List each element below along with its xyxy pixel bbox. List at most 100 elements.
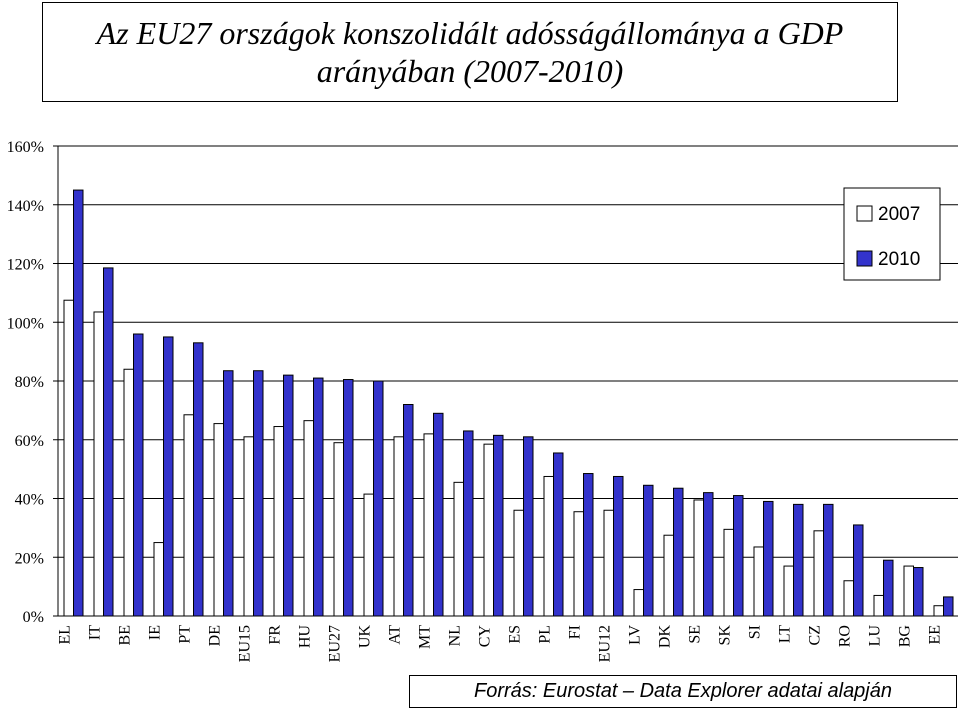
legend-label-2007: 2007 — [878, 204, 920, 225]
bar-2007-dk — [663, 534, 674, 617]
bar-2007-es — [513, 509, 524, 617]
x-tick-label-uk: UK — [357, 625, 374, 649]
bar-2007-cy — [483, 443, 494, 617]
axes — [53, 145, 958, 617]
bar-2010-es — [523, 436, 534, 617]
x-tick-label-cy: CY — [477, 625, 494, 648]
bar-2010-pt — [193, 342, 204, 617]
bar-2010-lv — [643, 484, 654, 617]
bar-2007-ro — [843, 580, 854, 617]
x-tick-label-lu: LU — [867, 625, 884, 647]
x-tick-label-ie: IE — [147, 625, 164, 640]
x-tick-label-bg: BG — [897, 625, 914, 648]
x-tick-label-sk: SK — [717, 625, 734, 646]
bar-2010-ie — [163, 336, 174, 617]
bar-2010-mt — [433, 412, 444, 617]
legend-swatch-2010 — [856, 250, 873, 267]
bar-2007-lu — [873, 594, 884, 617]
x-tick-label-nl: NL — [447, 625, 464, 646]
bar-2010-at — [403, 404, 414, 617]
bar-2010-bg — [913, 567, 924, 617]
bar-2010-lt — [793, 503, 804, 617]
bar-2010-fi — [583, 473, 594, 617]
x-tick-label-se: SE — [687, 625, 704, 644]
y-tick-label: 100% — [7, 315, 44, 332]
bar-2007-fr — [273, 426, 284, 617]
bar-2010-uk — [373, 380, 384, 617]
x-tick-label-cz: CZ — [807, 625, 824, 645]
bar-2007-se — [693, 499, 704, 617]
bar-2010-eu12 — [613, 475, 624, 617]
y-tick-label: 140% — [7, 198, 44, 215]
bar-2010-hu — [313, 377, 324, 617]
x-tick-label-mt: MT — [417, 625, 434, 649]
bar-2007-eu15 — [243, 436, 254, 617]
bar-2007-mt — [423, 433, 434, 617]
bar-2007-pl — [543, 475, 554, 617]
bar-2007-de — [213, 423, 224, 617]
bar-2007-be — [123, 368, 134, 617]
bar-2007-uk — [363, 493, 374, 617]
x-tick-label-eu12: EU12 — [597, 625, 614, 662]
bar-2010-se — [703, 492, 714, 617]
bar-2007-ee — [933, 605, 944, 617]
bar-2010-ee — [943, 596, 954, 617]
bar-2010-eu15 — [253, 370, 264, 617]
legend: 2007 2010 — [843, 187, 941, 281]
x-tick-label-el: EL — [57, 625, 74, 645]
bars — [63, 189, 954, 617]
bar-2010-de — [223, 370, 234, 617]
bar-2007-sk — [723, 528, 734, 617]
legend-label-2010: 2010 — [878, 249, 920, 270]
bar-2010-fr — [283, 374, 294, 617]
x-tick-label-de: DE — [207, 625, 224, 646]
chart-title-line-1: Az EU27 országok konszolidált adósságáll… — [96, 15, 844, 51]
bar-2010-be — [133, 333, 144, 617]
x-tick-labels: EL IT BE IE PT DE EU15 FR HU EU27 UK AT MT NL CY ES PL FI… — [57, 625, 944, 663]
bar-2007-at — [393, 436, 404, 617]
bar-2010-dk — [673, 487, 684, 617]
y-tick-label: 40% — [15, 492, 44, 509]
bar-2007-el — [63, 299, 74, 617]
x-tick-label-lt: LT — [777, 625, 794, 643]
y-tick-label: 60% — [15, 433, 44, 450]
y-tick-label: 80% — [15, 374, 44, 391]
y-tick-labels: 0% 20% 40% 60% 80% 100% 120% 140% 160% — [7, 139, 44, 626]
x-tick-label-fr: FR — [267, 625, 284, 645]
bar-2010-ro — [853, 524, 864, 617]
x-tick-label-be: BE — [117, 625, 134, 645]
bar-2007-it — [93, 311, 104, 617]
bar-2007-lt — [783, 565, 794, 617]
x-tick-label-dk: DK — [657, 625, 674, 649]
bar-2007-eu27 — [333, 442, 344, 617]
bar-2007-si — [753, 546, 764, 617]
x-tick-label-pl: PL — [537, 625, 554, 644]
x-tick-label-ee: EE — [927, 625, 944, 645]
bar-2010-el — [73, 189, 84, 617]
x-tick-label-ro: RO — [837, 625, 854, 647]
y-tick-label: 160% — [7, 139, 44, 156]
bar-2010-pl — [553, 452, 564, 617]
bar-2007-hu — [303, 420, 314, 617]
bar-2010-si — [763, 500, 774, 617]
bar-2010-cy — [493, 434, 504, 617]
bar-2007-pt — [183, 414, 194, 617]
bar-2010-eu27 — [343, 379, 354, 617]
bar-2007-fi — [573, 511, 584, 617]
bar-2007-eu12 — [603, 509, 614, 617]
chart-title-box: Az EU27 országok konszolidált adósságáll… — [42, 2, 898, 102]
x-tick-label-it: IT — [87, 625, 104, 640]
bar-2007-nl — [453, 481, 464, 617]
legend-swatch-2007 — [856, 205, 873, 222]
bar-2010-nl — [463, 430, 474, 617]
bar-2010-sk — [733, 495, 744, 617]
x-tick-label-pt: PT — [177, 625, 194, 644]
bar-2010-cz — [823, 503, 834, 617]
x-tick-label-si: SI — [747, 625, 764, 639]
x-tick-label-es: ES — [507, 625, 524, 644]
source-note: Forrás: Eurostat – Data Explorer adatai … — [409, 675, 957, 708]
bar-2007-lv — [633, 589, 644, 617]
y-tick-label: 120% — [7, 257, 44, 274]
chart-title-line-2: arányában (2007-2010) — [316, 53, 624, 89]
